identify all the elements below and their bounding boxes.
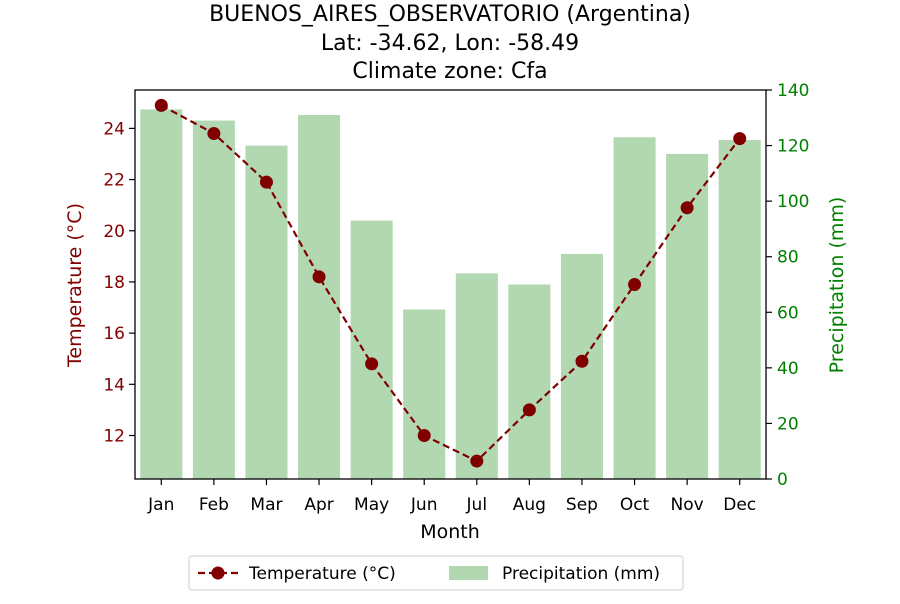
legend-temperature-label: Temperature (°C): [248, 564, 396, 584]
temperature-point-jul: [470, 454, 484, 468]
precip-bar-may: [350, 220, 393, 480]
legend: Temperature (°C) Precipitation (mm): [188, 555, 684, 591]
precip-tick-label-140: 140: [777, 81, 809, 101]
chart-title-line-2: Lat: -34.62, Lon: -58.49: [321, 31, 579, 56]
precipitation-axis-label: Precipitation (mm): [826, 197, 848, 374]
plot-frame: [134, 89, 767, 480]
temperature-tick-label-18: 18: [103, 273, 125, 293]
precip-tick-label-120: 120: [777, 137, 809, 157]
precip-bar-jul: [455, 273, 498, 479]
precip-tick-label-40: 40: [777, 359, 799, 379]
temperature-point-jan: [154, 98, 168, 112]
temperature-tick-label-14: 14: [103, 375, 125, 395]
month-tick-label-dec: Dec: [723, 495, 756, 515]
temperature-line: [160, 104, 741, 463]
precip-bar-apr: [298, 115, 341, 479]
month-tick-label-mar: Mar: [250, 495, 282, 515]
month-axis: Jan Feb Mar Apr May Jun Jul Aug Sep Oct Nov Dec: [147, 479, 756, 515]
precip-bar-mar: [245, 145, 288, 480]
month-tick-label-apr: Apr: [304, 495, 333, 515]
precip-tick-label-20: 20: [777, 414, 799, 434]
month-tick-label-jul: Jul: [466, 495, 488, 515]
precip-bar-jun: [403, 309, 446, 479]
precip-bar-jan: [140, 109, 183, 479]
legend-precipitation-label: Precipitation (mm): [502, 564, 660, 584]
month-tick-label-oct: Oct: [620, 495, 650, 515]
month-tick-label-jan: Jan: [147, 495, 174, 515]
month-tick-label-feb: Feb: [199, 495, 229, 515]
x-axis-label: Month: [420, 521, 480, 543]
temperature-point-aug: [522, 403, 536, 417]
temperature-point-apr: [312, 270, 326, 284]
temperature-point-feb: [207, 127, 221, 141]
precip-bar-oct: [613, 137, 656, 479]
temperature-tick-label-12: 12: [103, 426, 125, 446]
temperature-axis: 12 14 16 18 20 22 24: [103, 119, 135, 446]
temperature-point-mar: [259, 175, 273, 189]
temperature-point-jun: [417, 428, 431, 442]
precip-tick-label-0: 0: [777, 470, 788, 490]
temperature-tick-label-20: 20: [103, 222, 125, 242]
precip-tick-label-80: 80: [777, 248, 799, 268]
temperature-line-group: [154, 98, 747, 468]
legend-precipitation-swatch: [449, 566, 488, 580]
temperature-point-oct: [628, 278, 642, 291]
precip-tick-label-60: 60: [777, 303, 799, 323]
precip-tick-label-100: 100: [777, 192, 809, 212]
precip-bar-aug: [508, 284, 551, 479]
temperature-tick-label-24: 24: [103, 119, 125, 139]
legend-box: [188, 555, 684, 591]
month-tick-label-nov: Nov: [671, 495, 704, 515]
month-tick-label-may: May: [354, 495, 389, 515]
temperature-point-sep: [575, 354, 589, 368]
month-tick-label-jun: Jun: [410, 495, 438, 515]
temperature-axis-label: Temperature (°C): [64, 203, 86, 368]
chart-title-line-3: Climate zone: Cfa: [352, 59, 547, 84]
precip-bar-dec: [718, 140, 761, 479]
precip-bar-feb: [192, 120, 235, 480]
precipitation-bars: [140, 109, 761, 480]
temperature-point-nov: [680, 201, 694, 215]
temperature-point-may: [365, 357, 379, 371]
month-tick-label-aug: Aug: [513, 495, 546, 515]
temperature-point-dec: [733, 132, 747, 146]
temperature-tick-label-22: 22: [103, 171, 125, 191]
temperature-tick-label-16: 16: [103, 324, 125, 344]
legend-temperature-marker: [211, 566, 225, 580]
chart-title-line-1: BUENOS_AIRES_OBSERVATORIO (Argentina): [209, 2, 691, 27]
precipitation-axis: 0 20 40 60 80 100 120 140: [766, 81, 809, 490]
month-tick-label-sep: Sep: [566, 495, 598, 515]
